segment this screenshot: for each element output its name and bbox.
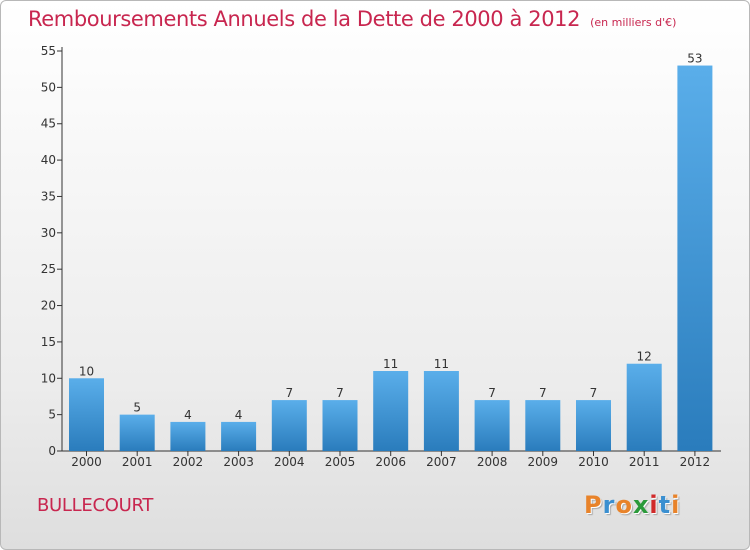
logo-letter: i: [649, 491, 659, 519]
y-tick-label: 30: [41, 226, 56, 240]
data-label: 5: [133, 401, 141, 415]
bar: [322, 400, 358, 451]
x-tick-label: 2006: [375, 455, 406, 469]
data-label: 11: [383, 357, 398, 371]
data-label: 12: [637, 350, 652, 364]
data-label: 7: [590, 386, 598, 400]
data-label: 11: [434, 357, 449, 371]
data-label: 53: [687, 52, 702, 66]
data-label: 10: [79, 364, 94, 378]
x-tick-label: 2010: [578, 455, 609, 469]
chart-subtitle: (en milliers d'€): [590, 16, 677, 29]
logo-letter: t: [658, 491, 672, 519]
y-tick-label: 5: [48, 408, 56, 422]
x-tick-label: 2009: [528, 455, 559, 469]
logo-letter: r: [602, 491, 616, 519]
x-tick-label: 2012: [680, 455, 711, 469]
bar: [373, 371, 409, 451]
y-tick-label: 15: [41, 335, 56, 349]
bar: [170, 421, 206, 451]
data-label: 7: [285, 386, 293, 400]
x-tick-label: 2004: [274, 455, 305, 469]
x-tick-label: 2008: [477, 455, 508, 469]
y-tick-label: 40: [41, 153, 56, 167]
logo-letter: i: [671, 491, 681, 519]
y-tick-label: 50: [41, 80, 56, 94]
y-tick-label: 20: [41, 299, 56, 313]
x-tick-label: 2007: [426, 455, 457, 469]
logo-letter: o: [615, 491, 633, 519]
bar: [626, 363, 662, 451]
x-tick-label: 2000: [71, 455, 102, 469]
x-tick-label: 2002: [173, 455, 204, 469]
data-label: 7: [488, 386, 496, 400]
town-name: BULLECOURT: [37, 495, 154, 516]
y-tick-label: 25: [41, 262, 56, 276]
proxiti-logo: Proxiti: [584, 491, 680, 519]
bar: [423, 371, 459, 451]
logo-letter: P: [584, 491, 603, 519]
y-tick-label: 45: [41, 117, 56, 131]
x-tick-label: 2003: [223, 455, 254, 469]
bar: [525, 400, 561, 451]
bar: [119, 414, 155, 451]
data-label: 7: [336, 386, 344, 400]
bar: [221, 421, 257, 451]
bar: [271, 400, 307, 451]
x-tick-label: 2001: [122, 455, 153, 469]
data-label: 4: [184, 408, 192, 422]
data-label: 7: [539, 386, 547, 400]
data-label: 4: [235, 408, 243, 422]
bar: [576, 400, 611, 451]
bar: [474, 400, 510, 451]
logo-letter: x: [632, 491, 650, 519]
x-tick-label: 2005: [325, 455, 356, 469]
y-tick-label: 0: [48, 444, 56, 458]
x-tick-label: 2011: [629, 455, 660, 469]
bar: [69, 378, 104, 451]
chart-title: Remboursements Annuels de la Dette de 20…: [28, 7, 676, 31]
y-tick-label: 35: [41, 189, 56, 203]
chart-title-text: Remboursements Annuels de la Dette de 20…: [28, 7, 581, 31]
bar: [677, 65, 713, 451]
bars: 10 5 4 4 7 7 11 11 7 7 7 12 53: [69, 52, 713, 451]
y-tick-label: 55: [41, 44, 56, 58]
y-tick-label: 10: [41, 371, 56, 385]
